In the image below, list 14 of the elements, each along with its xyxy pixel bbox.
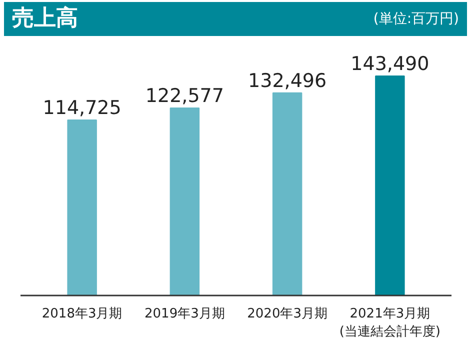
x-tick-label: 2018年3月期 [42,306,122,322]
bar [170,108,200,296]
x-tick-label: 2019年3月期 [144,306,225,322]
bar [375,76,405,296]
chart-title: 売上高 [12,4,78,34]
data-label: 143,490 [350,53,430,76]
bar [272,92,302,296]
x-tick-label: 2020年3月期 [247,306,328,322]
data-label: 114,725 [42,97,122,120]
x-tick-label: 2021年3月期 (当連結会計年度) [339,306,441,340]
chart-subtitle: (単位:百万円) [373,10,459,29]
data-label: 122,577 [145,85,224,108]
bar [67,120,97,296]
data-label: 132,496 [248,70,327,92]
